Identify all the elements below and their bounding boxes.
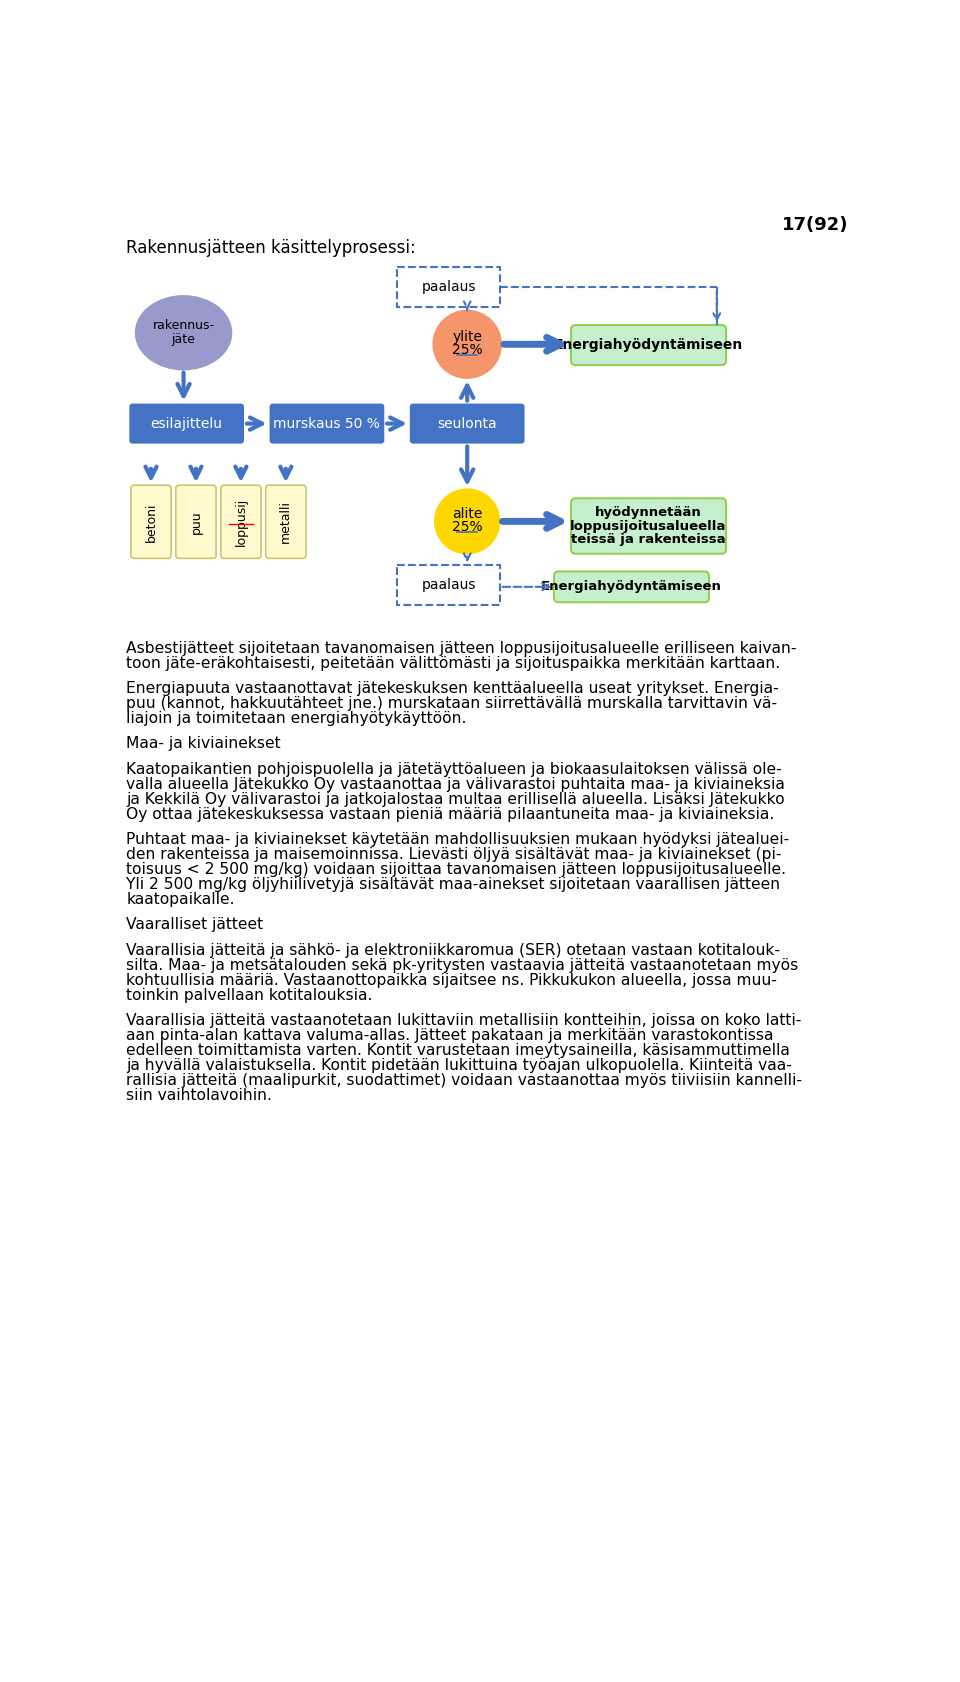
Text: hyödynnetään: hyödynnetään: [595, 506, 702, 518]
Text: den rakenteissa ja maisemoinnissa. Lievästi öljyä sisältävät maa- ja kiviainekse: den rakenteissa ja maisemoinnissa. Lievä…: [126, 848, 781, 863]
FancyBboxPatch shape: [571, 498, 726, 553]
Text: Energiahyödyntämiseen: Energiahyödyntämiseen: [554, 338, 743, 352]
FancyBboxPatch shape: [131, 484, 171, 558]
Text: toisuus < 2 500 mg/kg) voidaan sijoittaa tavanomaisen jätteen loppusijoitusaluee: toisuus < 2 500 mg/kg) voidaan sijoittaa…: [126, 863, 786, 876]
Text: metalli: metalli: [279, 500, 293, 543]
Text: 17(92): 17(92): [782, 215, 849, 234]
Text: betoni: betoni: [145, 501, 157, 542]
Text: toinkin palvellaan kotitalouksia.: toinkin palvellaan kotitalouksia.: [126, 989, 372, 1004]
Text: liajoin ja toimitetaan energiahyötykäyttöön.: liajoin ja toimitetaan energiahyötykäytt…: [126, 711, 467, 727]
Text: aan pinta-alan kattava valuma-allas. Jätteet pakataan ja merkitään varastokontis: aan pinta-alan kattava valuma-allas. Jät…: [126, 1028, 774, 1043]
FancyBboxPatch shape: [176, 484, 216, 558]
Text: edelleen toimittamista varten. Kontit varustetaan imeytysaineilla, käsisammuttim: edelleen toimittamista varten. Kontit va…: [126, 1043, 790, 1058]
Text: Kaatopaikantien pohjoispuolella ja jätetäyttöalueen ja biokaasulaitoksen välissä: Kaatopaikantien pohjoispuolella ja jätet…: [126, 762, 782, 777]
FancyBboxPatch shape: [554, 572, 709, 602]
Text: Energiahyödyntämiseen: Energiahyödyntämiseen: [541, 580, 722, 594]
Text: Asbestijätteet sijoitetaan tavanomaisen jätteen loppusijoitusalueelle erilliseen: Asbestijätteet sijoitetaan tavanomaisen …: [126, 641, 797, 656]
Text: Energiapuuta vastaanottavat jätekeskuksen kenttäalueella useat yritykset. Energi: Energiapuuta vastaanottavat jätekeskukse…: [126, 681, 779, 696]
FancyBboxPatch shape: [397, 565, 500, 606]
Text: Vaarallisia jätteitä vastaanotetaan lukittaviin metallisiin kontteihin, joissa o: Vaarallisia jätteitä vastaanotetaan luki…: [126, 1014, 802, 1028]
Text: Oy ottaa jätekeskuksessa vastaan pieniä määriä pilaantuneita maa- ja kiviaineksi: Oy ottaa jätekeskuksessa vastaan pieniä …: [126, 807, 775, 822]
Text: kohtuullisia määriä. Vastaanottopaikka sijaitsee ns. Pikkukukon alueella, jossa : kohtuullisia määriä. Vastaanottopaikka s…: [126, 974, 777, 989]
Text: Rakennusjätteen käsittelyprosessi:: Rakennusjätteen käsittelyprosessi:: [126, 239, 416, 257]
FancyBboxPatch shape: [410, 404, 524, 444]
Text: rallisia jätteitä (maalipurkit, suodattimet) voidaan vastaanottaa myös tiiviisii: rallisia jätteitä (maalipurkit, suodatti…: [126, 1073, 803, 1088]
Text: teissä ja rakenteissa: teissä ja rakenteissa: [571, 533, 726, 547]
Text: puu (kannot, hakkuutähteet jne.) murskataan siirrettävällä murskalla tarvittavin: puu (kannot, hakkuutähteet jne.) murskat…: [126, 696, 778, 711]
Text: siin vaihtolavoihin.: siin vaihtolavoihin.: [126, 1088, 272, 1103]
Text: Vaarallisia jätteitä ja sähkö- ja elektroniikkaromua (SER) otetaan vastaan kotit: Vaarallisia jätteitä ja sähkö- ja elektr…: [126, 944, 780, 959]
Text: Vaaralliset jätteet: Vaaralliset jätteet: [126, 917, 263, 932]
Text: silta. Maa- ja metsätalouden sekä pk-yritysten vastaavia jätteitä vastaanotetaan: silta. Maa- ja metsätalouden sekä pk-yri…: [126, 959, 799, 974]
Text: 25%: 25%: [452, 343, 483, 357]
Text: puu: puu: [189, 510, 203, 533]
FancyBboxPatch shape: [270, 404, 384, 444]
Ellipse shape: [135, 296, 231, 370]
Text: loppusij: loppusij: [234, 498, 248, 547]
Text: rakennus-: rakennus-: [153, 320, 214, 333]
FancyBboxPatch shape: [130, 404, 244, 444]
Text: Maa- ja kiviainekset: Maa- ja kiviainekset: [126, 735, 281, 750]
Text: paalaus: paalaus: [421, 579, 476, 592]
Text: Yli 2 500 mg/kg öljyhiilivetyjä sisältävät maa-ainekset sijoitetaan vaarallisen : Yli 2 500 mg/kg öljyhiilivetyjä sisältäv…: [126, 876, 780, 891]
Text: ja hyvällä valaistuksella. Kontit pidetään lukittuina työajan ulkopuolella. Kiin: ja hyvällä valaistuksella. Kontit pidetä…: [126, 1058, 792, 1073]
FancyBboxPatch shape: [397, 267, 500, 308]
Text: paalaus: paalaus: [421, 281, 476, 294]
Text: alite: alite: [452, 508, 482, 521]
Text: loppusijoitusalueella: loppusijoitusalueella: [570, 520, 727, 533]
Text: esilajittelu: esilajittelu: [151, 417, 223, 431]
FancyBboxPatch shape: [266, 484, 306, 558]
FancyBboxPatch shape: [221, 484, 261, 558]
Text: jäte: jäte: [172, 333, 196, 346]
Text: 25%: 25%: [452, 520, 483, 533]
Text: seulonta: seulonta: [438, 417, 497, 431]
FancyBboxPatch shape: [571, 325, 726, 365]
Text: ylite: ylite: [452, 330, 482, 345]
Text: murskaus 50 %: murskaus 50 %: [274, 417, 380, 431]
Text: valla alueella Jätekukko Oy vastaanottaa ja välivarastoi puhtaita maa- ja kiviai: valla alueella Jätekukko Oy vastaanottaa…: [126, 777, 785, 792]
Ellipse shape: [433, 311, 501, 378]
Text: kaatopaikalle.: kaatopaikalle.: [126, 891, 234, 907]
Text: Puhtaat maa- ja kiviainekset käytetään mahdollisuuksien mukaan hyödyksi jätealue: Puhtaat maa- ja kiviainekset käytetään m…: [126, 833, 789, 848]
Text: ja Kekkilä Oy välivarastoi ja jatkojalostaa multaa erillisellä alueella. Lisäksi: ja Kekkilä Oy välivarastoi ja jatkojalos…: [126, 792, 785, 807]
Text: toon jäte-eräkohtaisesti, peitetään välittömästi ja sijoituspaikka merkitään kar: toon jäte-eräkohtaisesti, peitetään väli…: [126, 656, 780, 671]
Ellipse shape: [435, 489, 500, 553]
